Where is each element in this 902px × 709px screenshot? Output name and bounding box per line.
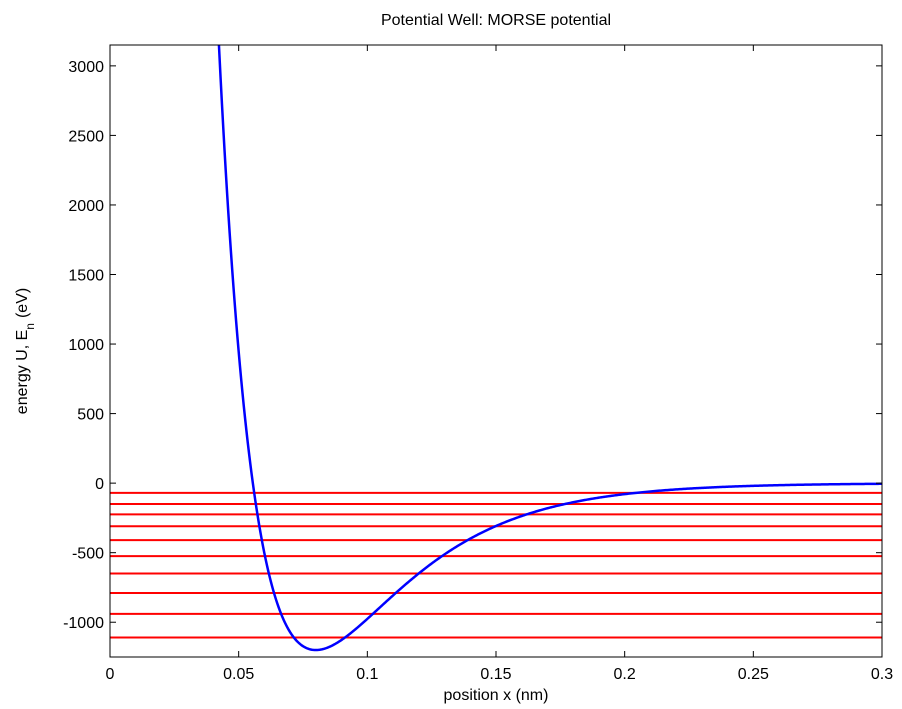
y-tick-label: 1500 bbox=[68, 268, 104, 285]
y-tick-label: -1000 bbox=[63, 615, 104, 632]
x-tick-label: 0.25 bbox=[738, 666, 769, 683]
y-axis: -1000 -500 0 500 1000 1500 2000 2500 3000 bbox=[63, 59, 882, 632]
y-tick-label: 0 bbox=[95, 476, 104, 493]
x-tick-label: 0.05 bbox=[223, 666, 254, 683]
energy-levels bbox=[110, 491, 882, 639]
y-tick-label: 3000 bbox=[68, 59, 104, 76]
y-tick-label: 2000 bbox=[68, 198, 104, 215]
y-tick-label: 500 bbox=[77, 407, 104, 424]
x-tick-label: 0 bbox=[106, 666, 115, 683]
x-tick-label: 0.3 bbox=[871, 666, 893, 683]
plot-area bbox=[110, 45, 882, 657]
y-axis-label-main: energy U, E bbox=[14, 330, 31, 414]
potential-curve-group bbox=[217, 45, 882, 652]
x-axis-label: position x (nm) bbox=[444, 687, 549, 704]
y-axis-label: energy U, En (eV) bbox=[14, 288, 37, 414]
y-axis-label-subscript: n bbox=[23, 323, 37, 330]
y-axis-label-unit: (eV) bbox=[14, 288, 31, 318]
y-tick-label: -500 bbox=[72, 546, 104, 563]
potential-curve bbox=[217, 45, 882, 652]
x-tick-label: 0.2 bbox=[614, 666, 636, 683]
y-tick-label: 2500 bbox=[68, 128, 104, 145]
x-tick-label: 0.15 bbox=[480, 666, 511, 683]
x-axis: 0 0.05 0.1 0.15 0.2 0.25 0.3 bbox=[106, 45, 893, 683]
y-tick-label: 1000 bbox=[68, 337, 104, 354]
chart-title: Potential Well: MORSE potential bbox=[381, 12, 611, 29]
x-tick-label: 0.1 bbox=[356, 666, 378, 683]
